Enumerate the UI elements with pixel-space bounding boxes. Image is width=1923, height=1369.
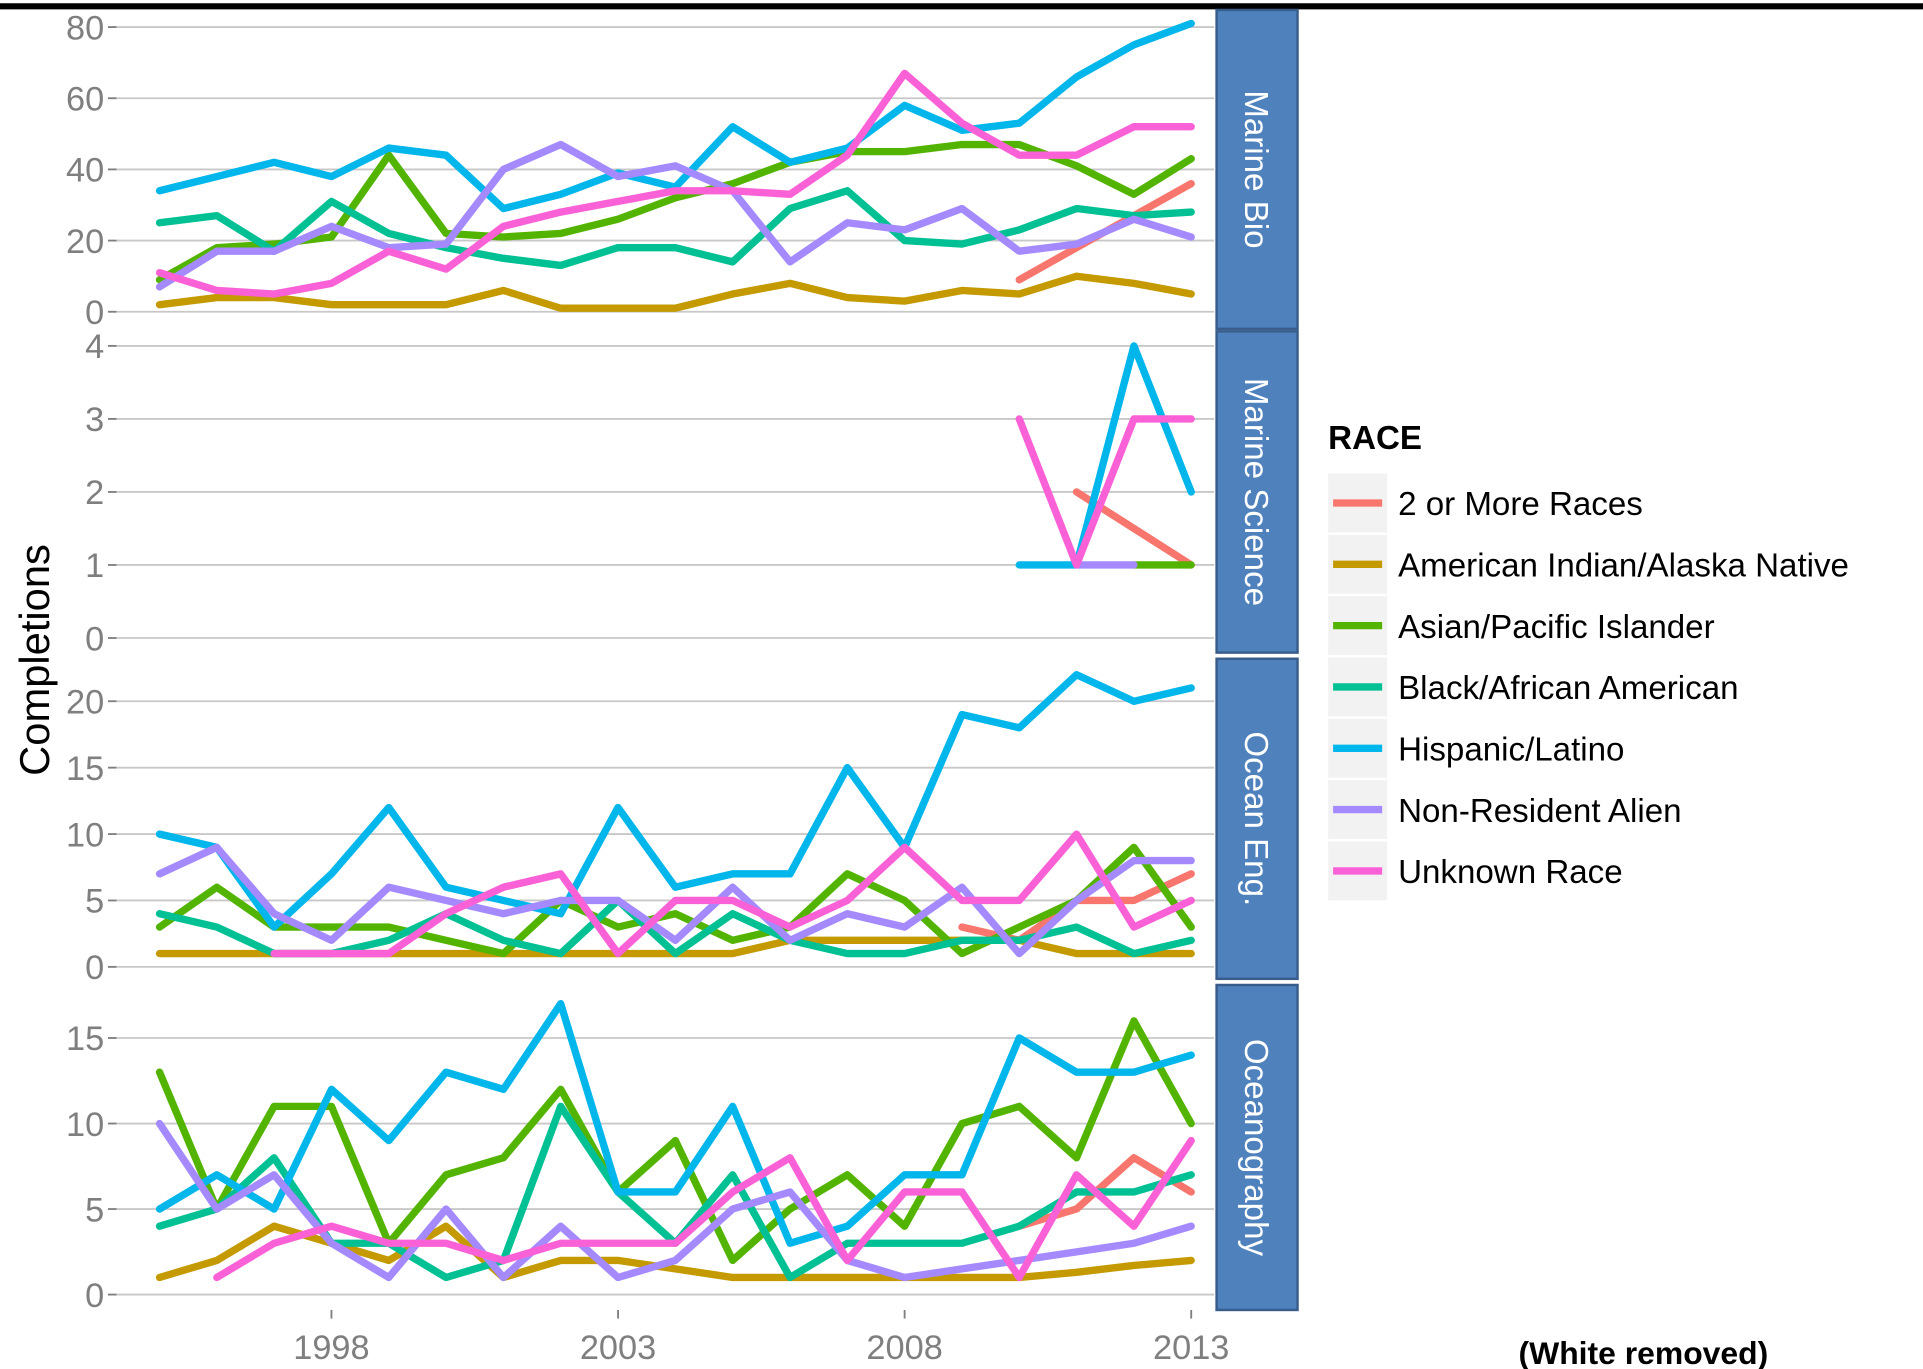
y-tick-label: 20 — [66, 684, 104, 722]
series-line — [155, 187, 1195, 270]
facet-title: Marine Science — [1237, 378, 1274, 606]
x-tick-label: 1998 — [293, 1329, 369, 1367]
y-tick-label: 10 — [66, 1106, 104, 1144]
y-tick-label: 15 — [66, 750, 104, 788]
facet-strip — [1215, 8, 1299, 331]
facet-strip — [1215, 983, 1299, 1312]
x-tick-label: 2003 — [580, 1329, 656, 1367]
y-axis-label: Completions — [11, 544, 58, 776]
y-tick-label: 10 — [66, 816, 104, 854]
series-line — [155, 843, 1195, 958]
x-tick-label: 2013 — [1153, 1329, 1229, 1367]
legend-label: Hispanic/Latino — [1398, 732, 1624, 769]
facet-title: Oceanography — [1237, 1039, 1274, 1257]
legend-label: Non-Resident Alien — [1398, 793, 1681, 830]
y-tick-label: 80 — [66, 9, 104, 47]
y-tick-label: 4 — [85, 328, 104, 366]
series-line — [155, 671, 1195, 931]
facet-title: Ocean Eng. — [1237, 731, 1274, 906]
y-tick-label: 5 — [85, 1191, 104, 1229]
y-tick-label: 0 — [85, 620, 104, 658]
legend-label: Asian/Pacific Islander — [1398, 609, 1715, 646]
y-tick-label: 5 — [85, 883, 104, 921]
legend-label: Black/African American — [1398, 670, 1738, 707]
series-line — [155, 1119, 1195, 1282]
y-tick-label: 40 — [66, 152, 104, 190]
legend-label: Unknown Race — [1398, 854, 1623, 891]
y-tick-label: 0 — [85, 1277, 104, 1315]
series-line — [155, 1000, 1195, 1247]
series-line — [1015, 1154, 1195, 1230]
legend-label: American Indian/Alaska Native — [1398, 548, 1849, 585]
facet-strip — [1215, 657, 1299, 981]
y-tick-label: 2 — [85, 474, 104, 512]
y-tick-label: 60 — [66, 80, 104, 118]
series-line — [155, 140, 1195, 284]
series-line — [155, 272, 1195, 312]
series-line — [155, 1017, 1195, 1265]
legend-label: 2 or More Races — [1398, 486, 1643, 523]
legend-title: RACE — [1328, 420, 1422, 457]
y-tick-label: 20 — [66, 223, 104, 261]
note: (White removed) — [1519, 1335, 1769, 1369]
x-tick-label: 2008 — [866, 1329, 942, 1367]
facet-strip — [1215, 330, 1299, 654]
y-tick-label: 1 — [85, 547, 104, 585]
series-line — [155, 140, 1195, 291]
y-tick-label: 0 — [85, 949, 104, 987]
series-line — [155, 69, 1195, 298]
series-line — [213, 1136, 1195, 1282]
y-tick-label: 0 — [85, 294, 104, 332]
series-line — [1015, 415, 1195, 569]
series-line — [270, 830, 1195, 958]
series-line — [155, 843, 1195, 958]
y-tick-label: 15 — [66, 1020, 104, 1058]
y-tick-label: 3 — [85, 401, 104, 439]
facet-title: Marine Bio — [1237, 90, 1274, 248]
